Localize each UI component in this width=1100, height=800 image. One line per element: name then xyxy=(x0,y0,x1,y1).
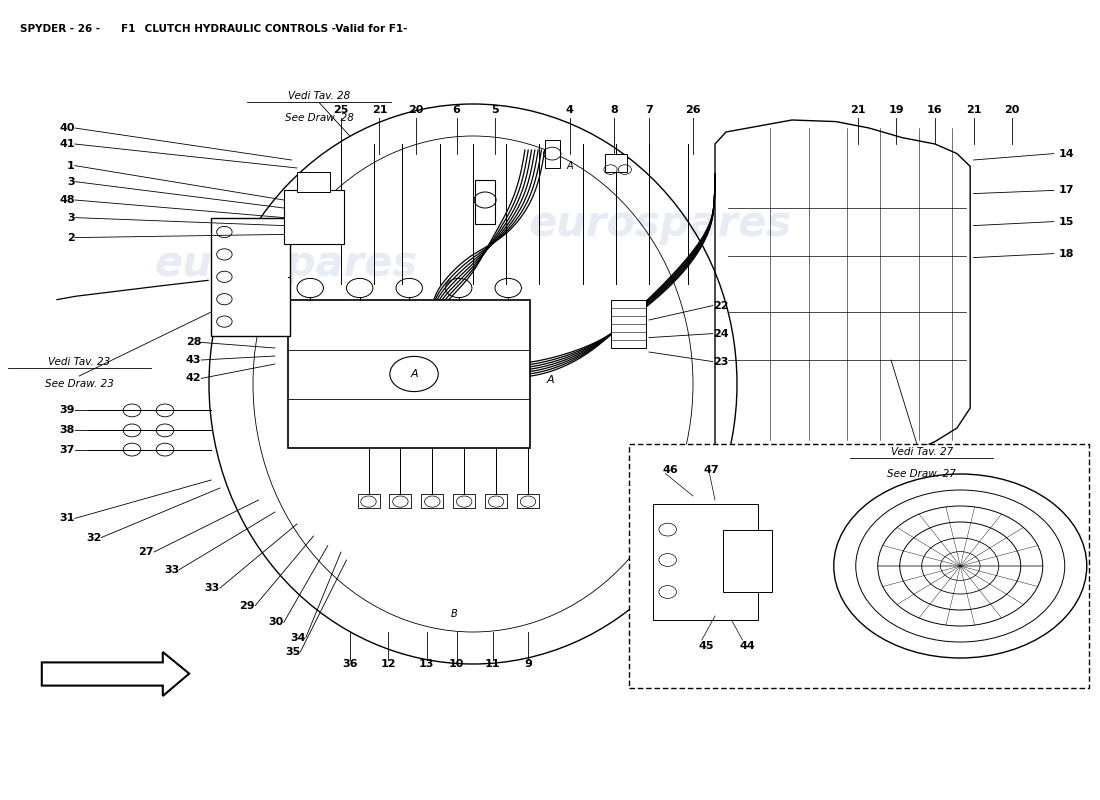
Text: 9: 9 xyxy=(524,659,532,669)
Text: 45: 45 xyxy=(698,641,714,650)
Text: Vedi Tav. 23: Vedi Tav. 23 xyxy=(48,357,110,366)
Bar xyxy=(421,494,443,508)
Bar xyxy=(485,494,507,508)
Text: eurospares: eurospares xyxy=(528,203,792,245)
Text: 30: 30 xyxy=(268,618,284,627)
Bar xyxy=(475,180,495,224)
Bar xyxy=(653,504,758,620)
Text: 13: 13 xyxy=(419,659,435,669)
Text: 33: 33 xyxy=(205,583,220,593)
Text: A: A xyxy=(547,375,553,385)
Text: eurospares: eurospares xyxy=(154,243,418,285)
Text: 3: 3 xyxy=(67,213,75,222)
Text: 15: 15 xyxy=(1058,217,1074,226)
Text: 25: 25 xyxy=(333,106,349,115)
Bar xyxy=(723,530,772,592)
Text: CLUTCH HYDRAULIC CONTROLS -Valid for F1-: CLUTCH HYDRAULIC CONTROLS -Valid for F1- xyxy=(141,24,407,34)
Text: 24: 24 xyxy=(713,329,728,338)
Text: 2: 2 xyxy=(67,233,75,242)
Bar xyxy=(211,218,290,336)
Text: 28: 28 xyxy=(186,338,201,347)
Text: 16: 16 xyxy=(927,106,943,115)
Text: 44: 44 xyxy=(739,641,755,650)
Bar xyxy=(610,300,646,348)
Text: 21: 21 xyxy=(372,106,387,115)
Text: 41: 41 xyxy=(59,139,75,149)
Text: 1: 1 xyxy=(67,161,75,170)
Text: See Draw. 23: See Draw. 23 xyxy=(45,379,113,389)
Text: 14: 14 xyxy=(1058,149,1074,158)
Text: 37: 37 xyxy=(59,445,75,454)
Bar xyxy=(453,494,475,508)
Bar xyxy=(284,190,344,244)
Text: 7: 7 xyxy=(645,106,653,115)
Text: 17: 17 xyxy=(1058,186,1074,195)
Text: 21: 21 xyxy=(850,106,866,115)
Text: 19: 19 xyxy=(889,106,904,115)
Text: B: B xyxy=(451,610,458,619)
Text: Vedi Tav. 28: Vedi Tav. 28 xyxy=(288,91,350,101)
Text: 46: 46 xyxy=(662,466,678,475)
Text: 21: 21 xyxy=(966,106,981,115)
Text: A: A xyxy=(566,162,573,171)
Text: 5: 5 xyxy=(492,106,498,115)
Text: 31: 31 xyxy=(59,514,75,523)
Text: 40: 40 xyxy=(59,123,75,133)
Text: SPYDER - 26 -: SPYDER - 26 - xyxy=(20,24,100,34)
Bar xyxy=(544,140,560,168)
Text: 35: 35 xyxy=(285,647,300,657)
Text: 36: 36 xyxy=(342,659,358,669)
Text: F1: F1 xyxy=(121,24,135,34)
Text: 33: 33 xyxy=(164,565,179,574)
Text: Vedi Tav. 27: Vedi Tav. 27 xyxy=(891,447,953,457)
Text: See Draw. 27: See Draw. 27 xyxy=(888,470,956,479)
Bar xyxy=(358,494,379,508)
Text: 29: 29 xyxy=(240,601,255,610)
Text: 47: 47 xyxy=(704,466,719,475)
Text: 3: 3 xyxy=(67,177,75,186)
Bar xyxy=(297,172,330,192)
Text: 43: 43 xyxy=(186,355,201,365)
Text: 26: 26 xyxy=(685,106,701,115)
Text: 39: 39 xyxy=(59,405,75,414)
Text: 34: 34 xyxy=(290,633,306,642)
Text: 23: 23 xyxy=(713,357,728,366)
Text: 27: 27 xyxy=(139,547,154,557)
Text: 18: 18 xyxy=(1058,249,1074,258)
Text: 4: 4 xyxy=(565,106,574,115)
Bar xyxy=(288,300,530,448)
Text: See Draw. 28: See Draw. 28 xyxy=(285,114,353,123)
Text: 12: 12 xyxy=(381,659,396,669)
Text: 22: 22 xyxy=(713,301,728,310)
Text: 32: 32 xyxy=(86,533,101,542)
Bar xyxy=(629,444,1089,688)
Text: 42: 42 xyxy=(186,374,201,383)
Text: A: A xyxy=(410,369,418,379)
Text: 6: 6 xyxy=(452,106,461,115)
Bar xyxy=(605,154,627,172)
Text: 11: 11 xyxy=(485,659,501,669)
Bar xyxy=(517,494,539,508)
Text: 20: 20 xyxy=(408,106,424,115)
Text: 38: 38 xyxy=(59,426,75,435)
Bar xyxy=(389,494,411,508)
Text: 10: 10 xyxy=(449,659,464,669)
Text: 8: 8 xyxy=(609,106,618,115)
Text: 20: 20 xyxy=(1004,106,1020,115)
Text: 48: 48 xyxy=(59,195,75,205)
